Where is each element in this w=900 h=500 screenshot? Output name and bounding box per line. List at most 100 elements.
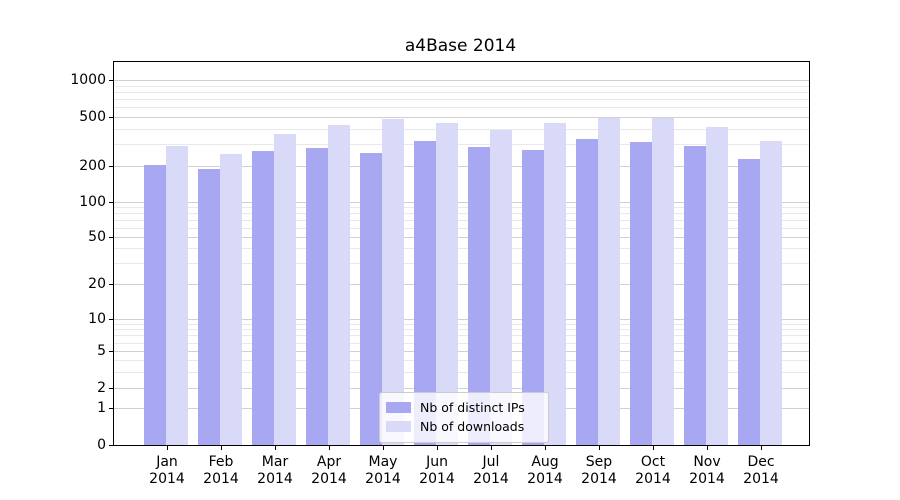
x-axis-label-line: 2014	[311, 471, 347, 487]
minor-gridline	[114, 144, 809, 145]
legend-entry: Nb of downloads	[386, 417, 540, 436]
x-axis-tick-label: Sep 2014	[571, 454, 627, 488]
minor-gridline	[114, 207, 809, 208]
minor-gridline	[114, 343, 809, 344]
minor-gridline	[114, 248, 809, 249]
bar-nb-of-downloads-may-2014	[382, 119, 404, 445]
plot-area: 1000 500 200 100 50 20 10 5 2 1 0 Jan 2014 Feb 2014 Mar…	[70, 61, 810, 487]
bar-nb-of-downloads-apr-2014	[328, 125, 350, 445]
y-axis-tick-label: 500	[79, 109, 106, 125]
minor-gridline	[114, 372, 809, 373]
y-axis-tick-label: 1	[97, 400, 106, 416]
bar-nb-of-distinct-ips-oct-2014	[630, 142, 652, 445]
x-axis-tick	[599, 446, 600, 450]
major-gridline	[114, 202, 809, 203]
major-gridline	[114, 237, 809, 238]
x-axis-label-line: Dec	[747, 454, 775, 470]
x-axis-label-line: 2014	[365, 471, 401, 487]
x-axis-label-line: Feb	[208, 454, 234, 470]
x-axis-label-line: May	[368, 454, 398, 470]
x-axis-label-line: Jun	[426, 454, 448, 470]
bar-nb-of-distinct-ips-dec-2014	[738, 159, 760, 445]
minor-gridline	[114, 228, 809, 229]
major-gridline	[114, 319, 809, 320]
legend-swatch-nb-of-downloads	[386, 421, 411, 432]
minor-gridline	[114, 92, 809, 93]
legend-entry: Nb of distinct IPs	[386, 398, 540, 417]
x-axis-tick-label: Mar 2014	[247, 454, 303, 488]
chart-title: a4Base 2014	[404, 36, 517, 56]
x-axis-label-line: 2014	[149, 471, 185, 487]
y-axis-tick	[109, 237, 114, 238]
bar-nb-of-downloads-nov-2014	[706, 127, 728, 445]
bar-nb-of-distinct-ips-feb-2014	[198, 169, 220, 445]
bar-nb-of-downloads-dec-2014	[760, 141, 782, 445]
x-axis-tick	[653, 446, 654, 450]
minor-gridline	[114, 129, 809, 130]
major-gridline	[114, 80, 809, 81]
x-axis-tick-label: Aug 2014	[517, 454, 573, 488]
x-axis-tick-label: Apr 2014	[301, 454, 357, 488]
minor-gridline	[114, 324, 809, 325]
y-axis-tick-label: 2	[97, 380, 106, 396]
y-axis-tick	[109, 408, 114, 409]
bar-nb-of-distinct-ips-jun-2014	[414, 141, 436, 445]
x-axis-label-line: 2014	[473, 471, 509, 487]
x-axis-label-line: 2014	[689, 471, 725, 487]
major-gridline	[114, 284, 809, 285]
bar-nb-of-distinct-ips-mar-2014	[252, 151, 274, 445]
x-axis-label-line: 2014	[581, 471, 617, 487]
bar-nb-of-downloads-jun-2014	[436, 123, 458, 445]
x-axis-tick	[383, 446, 384, 450]
x-axis-label-line: 2014	[203, 471, 239, 487]
bar-nb-of-distinct-ips-aug-2014	[522, 150, 544, 445]
x-axis-label-line: Jan	[156, 454, 178, 470]
y-axis-tick	[109, 388, 114, 389]
x-axis-tick-label: Jul 2014	[463, 454, 519, 488]
minor-gridline	[114, 360, 809, 361]
minor-gridline	[114, 213, 809, 214]
legend-swatch-nb-of-distinct-ips	[386, 402, 411, 413]
x-axis-tick	[221, 446, 222, 450]
y-axis-tick	[109, 166, 114, 167]
y-axis-tick	[109, 284, 114, 285]
y-axis-tick-label: 0	[97, 437, 106, 453]
x-axis-label-line: 2014	[743, 471, 779, 487]
y-axis-tick-label: 1000	[70, 72, 106, 88]
x-axis-tick	[167, 446, 168, 450]
minor-gridline	[114, 263, 809, 264]
x-axis-tick	[329, 446, 330, 450]
y-axis-tick	[109, 351, 114, 352]
x-axis-label-line: Sep	[585, 454, 613, 470]
x-axis-tick-label: Feb 2014	[193, 454, 249, 488]
bar-nb-of-distinct-ips-may-2014	[360, 153, 382, 445]
legend-label: Nb of downloads	[420, 419, 525, 434]
x-axis-tick-label: Jan 2014	[139, 454, 195, 488]
major-gridline	[114, 117, 809, 118]
x-axis-tick-label: Dec 2014	[733, 454, 789, 488]
bar-nb-of-distinct-ips-jul-2014	[468, 147, 490, 445]
bar-nb-of-distinct-ips-jan-2014	[144, 165, 166, 445]
y-axis-tick	[109, 445, 114, 446]
minor-gridline	[114, 107, 809, 108]
bar-nb-of-downloads-sep-2014	[598, 118, 620, 445]
major-gridline	[114, 166, 809, 167]
bar-nb-of-downloads-mar-2014	[274, 134, 296, 445]
y-axis-tick-label: 5	[97, 343, 106, 359]
bar-nb-of-downloads-jan-2014	[166, 146, 188, 445]
x-axis-label-line: 2014	[419, 471, 455, 487]
y-axis-tick-label: 10	[88, 311, 106, 327]
x-axis-tick	[491, 446, 492, 450]
y-axis-tick-label: 200	[79, 158, 106, 174]
y-axis-tick	[109, 319, 114, 320]
x-axis-tick	[545, 446, 546, 450]
x-axis-label-line: Aug	[531, 454, 559, 470]
y-axis-tick-label: 50	[88, 229, 106, 245]
minor-gridline	[114, 86, 809, 87]
x-axis-tick-label: Nov 2014	[679, 454, 735, 488]
x-axis-tick-label: Jun 2014	[409, 454, 465, 488]
minor-gridline	[114, 99, 809, 100]
y-axis-tick	[109, 202, 114, 203]
x-axis-tick	[707, 446, 708, 450]
